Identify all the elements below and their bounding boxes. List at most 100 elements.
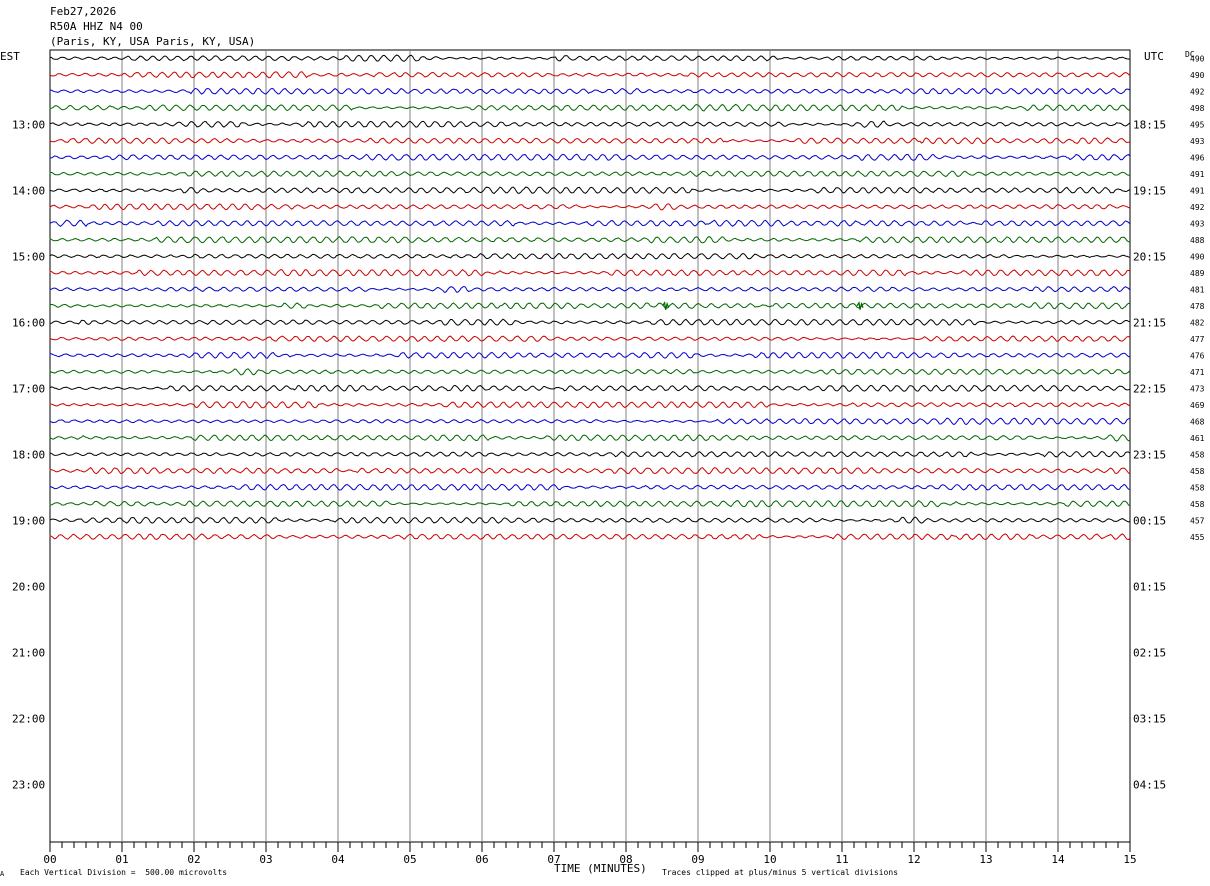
utc-hour-label: 22:15 (1133, 382, 1166, 395)
trace-line (49, 302, 1131, 310)
x-tick-label: 03 (259, 853, 272, 866)
est-hour-label: 14:00 (12, 184, 45, 197)
trace-line (49, 219, 1131, 228)
x-tick-label: 14 (1051, 853, 1065, 866)
x-tick-label: 11 (835, 853, 848, 866)
x-tick-label: 15 (1123, 853, 1136, 866)
dc-value: 457 (1190, 516, 1205, 525)
plot-frame (49, 49, 1131, 843)
dc-value: 458 (1190, 450, 1205, 459)
x-tick-label: 13 (979, 853, 992, 866)
dc-value: 458 (1190, 467, 1205, 476)
est-hour-label: 13:00 (12, 118, 45, 131)
x-tick-label: 04 (331, 853, 345, 866)
trace-line (49, 351, 1131, 359)
scale-note: Each Vertical Division = 500.00 microvol… (20, 868, 228, 877)
utc-hour-label: 01:15 (1133, 580, 1166, 593)
x-tick-label: 08 (619, 853, 632, 866)
event-spike (856, 301, 864, 310)
trace-line (49, 384, 1131, 392)
dc-value: 469 (1190, 401, 1205, 410)
trace-line (49, 434, 1131, 442)
dc-value: 495 (1190, 120, 1205, 129)
est-hour-label: 21:00 (12, 646, 45, 659)
trace-line (49, 186, 1131, 195)
x-tick-label: 10 (763, 853, 776, 866)
dc-value: 461 (1190, 434, 1205, 443)
trace-line (49, 318, 1131, 326)
utc-hour-label: 03:15 (1133, 712, 1166, 725)
x-tick-label: 05 (403, 853, 416, 866)
trace-line (49, 252, 1131, 260)
x-tick-label: 06 (475, 853, 488, 866)
x-tick-label: 01 (115, 853, 128, 866)
dc-value: 490 (1190, 71, 1205, 80)
dc-value: 482 (1190, 318, 1205, 327)
dc-value: 476 (1190, 351, 1205, 360)
x-tick-label: 12 (907, 853, 920, 866)
dc-value: 491 (1190, 170, 1205, 179)
est-hour-label: 23:00 (12, 778, 45, 791)
utc-hour-label: 19:15 (1133, 184, 1166, 197)
dc-value: 491 (1190, 186, 1205, 195)
utc-hour-label: 02:15 (1133, 646, 1166, 659)
est-hour-label: 17:00 (12, 382, 45, 395)
dc-column-label: DC (1185, 50, 1195, 59)
dc-value: 496 (1190, 153, 1205, 162)
trace-line (49, 516, 1131, 524)
header-date: Feb27,2026 (50, 5, 117, 18)
trace-line (49, 285, 1131, 293)
est-hour-label: 19:00 (12, 514, 45, 527)
utc-hour-label: 00:15 (1133, 514, 1166, 527)
utc-hour-label: 18:15 (1133, 118, 1166, 131)
dc-value: 489 (1190, 269, 1205, 278)
x-tick-label: 00 (43, 853, 56, 866)
dc-value: 490 (1190, 54, 1205, 63)
trace-line (49, 137, 1131, 145)
trace-line (49, 120, 1131, 128)
dc-value: 478 (1190, 302, 1205, 311)
header-location: (Paris, KY, USA Paris, KY, USA) (50, 35, 256, 48)
trace-line (49, 269, 1131, 277)
trace-line (49, 203, 1131, 211)
dc-value: 468 (1190, 417, 1205, 426)
trace-line (49, 467, 1131, 475)
utc-hour-label: 04:15 (1133, 778, 1166, 791)
dc-value: 498 (1190, 104, 1205, 113)
est-hour-label: 18:00 (12, 448, 45, 461)
est-hour-label: 16:00 (12, 316, 45, 329)
trace-line (49, 450, 1131, 458)
trace-line (49, 153, 1131, 161)
x-tick-label: 02 (187, 853, 200, 866)
x-tick-label: 07 (547, 853, 560, 866)
dc-value: 458 (1190, 483, 1205, 492)
dc-value: 488 (1190, 236, 1205, 245)
trace-line (49, 54, 1131, 62)
dc-value: 458 (1190, 500, 1205, 509)
trace-line (49, 170, 1131, 178)
trace-line (49, 87, 1131, 95)
corner-mark: A (0, 870, 5, 878)
dc-value: 492 (1190, 203, 1205, 212)
x-axis-title: TIME (MINUTES) (554, 862, 647, 875)
dc-value: 477 (1190, 335, 1205, 344)
trace-line (49, 368, 1131, 376)
trace-line (49, 533, 1131, 541)
utc-hour-label: 20:15 (1133, 250, 1166, 263)
trace-line (49, 417, 1131, 426)
utc-hour-label: 21:15 (1133, 316, 1166, 329)
est-hour-label: 15:00 (12, 250, 45, 263)
dc-value: 471 (1190, 368, 1205, 377)
utc-axis-label: UTC (1144, 50, 1164, 63)
header-station: R50A HHZ N4 00 (50, 20, 143, 33)
est-axis-label: EST (0, 50, 20, 63)
est-hour-label: 20:00 (12, 580, 45, 593)
dc-value: 493 (1190, 137, 1205, 146)
x-tick-label: 09 (691, 853, 704, 866)
trace-line (49, 483, 1131, 491)
utc-hour-label: 23:15 (1133, 448, 1166, 461)
dc-value: 473 (1190, 384, 1205, 393)
trace-line (49, 335, 1131, 343)
clip-note: Traces clipped at plus/minus 5 vertical … (662, 868, 899, 877)
